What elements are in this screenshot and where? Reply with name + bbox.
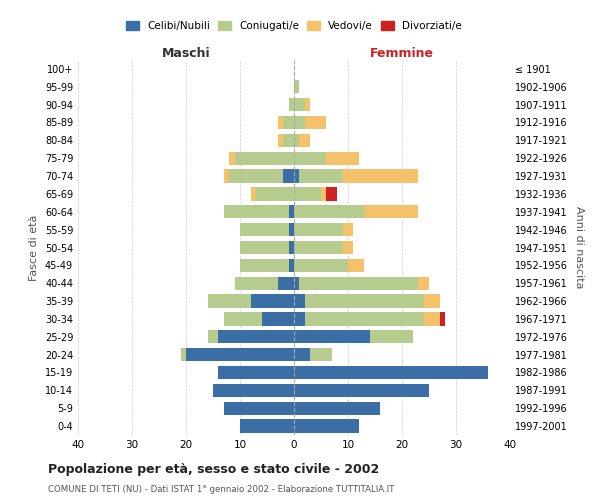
Bar xyxy=(224,402,294,415)
Bar xyxy=(289,223,294,236)
Bar xyxy=(283,170,294,183)
Bar xyxy=(208,294,251,308)
Bar xyxy=(186,348,294,362)
Bar xyxy=(262,312,294,326)
Bar xyxy=(294,366,488,379)
Bar xyxy=(418,276,429,290)
Bar xyxy=(294,276,299,290)
Bar xyxy=(294,152,326,165)
Bar xyxy=(229,170,283,183)
Text: Popolazione per età, sesso e stato civile - 2002: Popolazione per età, sesso e stato civil… xyxy=(48,462,379,475)
Bar xyxy=(256,187,294,200)
Bar xyxy=(294,223,343,236)
Bar xyxy=(278,276,294,290)
Text: Femmine: Femmine xyxy=(370,47,434,60)
Bar xyxy=(294,98,305,112)
Y-axis label: Anni di nascita: Anni di nascita xyxy=(574,206,584,289)
Bar xyxy=(218,330,294,344)
Bar xyxy=(289,205,294,218)
Bar xyxy=(294,294,305,308)
Text: Maschi: Maschi xyxy=(161,47,211,60)
Bar xyxy=(326,187,337,200)
Bar xyxy=(283,116,294,129)
Bar xyxy=(289,241,294,254)
Bar xyxy=(343,170,418,183)
Bar xyxy=(364,205,418,218)
Bar xyxy=(294,241,343,254)
Bar xyxy=(224,205,289,218)
Bar xyxy=(240,241,289,254)
Bar xyxy=(343,223,353,236)
Bar xyxy=(289,258,294,272)
Legend: Celibi/Nubili, Coniugati/e, Vedovi/e, Divorziati/e: Celibi/Nubili, Coniugati/e, Vedovi/e, Di… xyxy=(122,16,466,35)
Bar xyxy=(294,116,305,129)
Bar xyxy=(208,330,218,344)
Bar xyxy=(235,276,278,290)
Bar xyxy=(294,205,364,218)
Bar xyxy=(283,134,294,147)
Y-axis label: Fasce di età: Fasce di età xyxy=(29,214,39,280)
Bar xyxy=(424,294,440,308)
Bar xyxy=(294,420,359,433)
Bar xyxy=(294,170,299,183)
Bar xyxy=(348,258,364,272)
Bar xyxy=(294,80,299,94)
Bar xyxy=(305,116,326,129)
Bar xyxy=(181,348,186,362)
Bar xyxy=(229,152,235,165)
Bar xyxy=(240,223,289,236)
Bar xyxy=(305,312,424,326)
Bar xyxy=(224,170,229,183)
Bar xyxy=(294,187,321,200)
Text: COMUNE DI TETI (NU) - Dati ISTAT 1° gennaio 2002 - Elaborazione TUTTITALIA.IT: COMUNE DI TETI (NU) - Dati ISTAT 1° genn… xyxy=(48,485,394,494)
Bar xyxy=(294,134,299,147)
Bar xyxy=(251,187,256,200)
Bar xyxy=(278,134,283,147)
Bar xyxy=(218,366,294,379)
Bar xyxy=(299,134,310,147)
Bar xyxy=(424,312,440,326)
Bar xyxy=(278,116,283,129)
Bar xyxy=(305,294,424,308)
Bar xyxy=(321,187,326,200)
Bar xyxy=(294,258,348,272)
Bar xyxy=(294,384,429,397)
Bar xyxy=(305,98,310,112)
Bar xyxy=(370,330,413,344)
Bar xyxy=(240,420,294,433)
Bar xyxy=(251,294,294,308)
Bar xyxy=(235,152,294,165)
Bar xyxy=(343,241,353,254)
Bar xyxy=(294,402,380,415)
Bar xyxy=(440,312,445,326)
Bar xyxy=(326,152,359,165)
Bar xyxy=(310,348,332,362)
Bar xyxy=(299,276,418,290)
Bar xyxy=(224,312,262,326)
Bar xyxy=(289,98,294,112)
Bar xyxy=(294,348,310,362)
Bar xyxy=(294,330,370,344)
Bar xyxy=(213,384,294,397)
Bar xyxy=(299,170,343,183)
Bar xyxy=(240,258,289,272)
Bar xyxy=(294,312,305,326)
